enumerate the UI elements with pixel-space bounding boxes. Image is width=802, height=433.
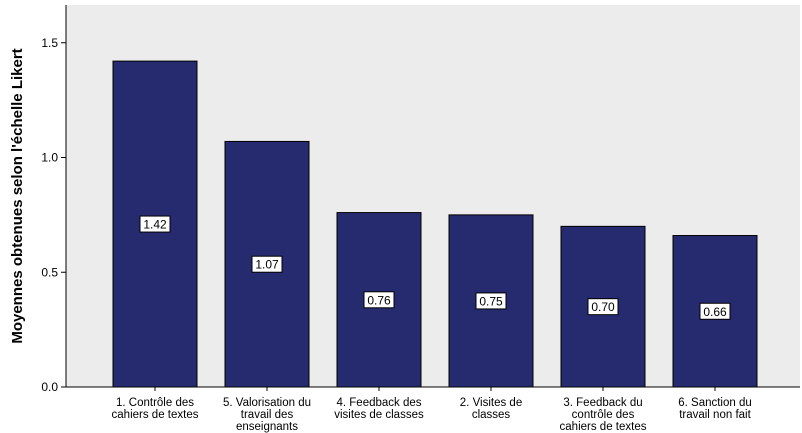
data-label-box: [475, 292, 507, 310]
y-axis-label: Moyennes obtenues selon l'échelle Likert: [9, 48, 26, 343]
x-category-label: 2. Visites de classes: [460, 397, 522, 421]
data-label-box: [699, 302, 731, 320]
data-label-box: [251, 255, 283, 273]
y-tick-label: 1.0: [41, 151, 58, 165]
data-label: 0.76: [367, 293, 391, 307]
x-category-label: 3. Feedback du contrôle des cahiers de tex…: [560, 397, 647, 433]
y-tick-label: 0.5: [41, 265, 58, 279]
x-category-labels: 1. Contrôle des cahiers de textes 5. Valor…: [112, 387, 752, 433]
x-category-label: 1. Contrôle des cahiers de textes: [112, 397, 199, 421]
data-label-box: [139, 215, 171, 233]
data-label-box: [587, 298, 619, 316]
data-label: 1.42: [143, 218, 167, 232]
x-category-label: 5. Valorisation du travail des enseignants: [223, 397, 311, 433]
data-label: 0.66: [703, 305, 727, 319]
y-tick-labels: 0.0 0.5 1.0 1.5: [41, 36, 66, 394]
x-category-label: 4. Feedback des visites de classes: [334, 397, 424, 421]
bars-group: 1.42 1.07 0.76 0.75 0.70 0.66: [112, 60, 758, 388]
data-label: 1.07: [255, 258, 279, 272]
data-label: 0.70: [591, 300, 615, 314]
y-tick-label: 0.0: [41, 380, 58, 394]
data-label: 0.75: [479, 294, 503, 308]
x-category-label: 6. Sanction du travail non fait: [678, 397, 752, 421]
data-label-box: [363, 291, 395, 309]
y-tick-label: 1.5: [41, 36, 58, 50]
